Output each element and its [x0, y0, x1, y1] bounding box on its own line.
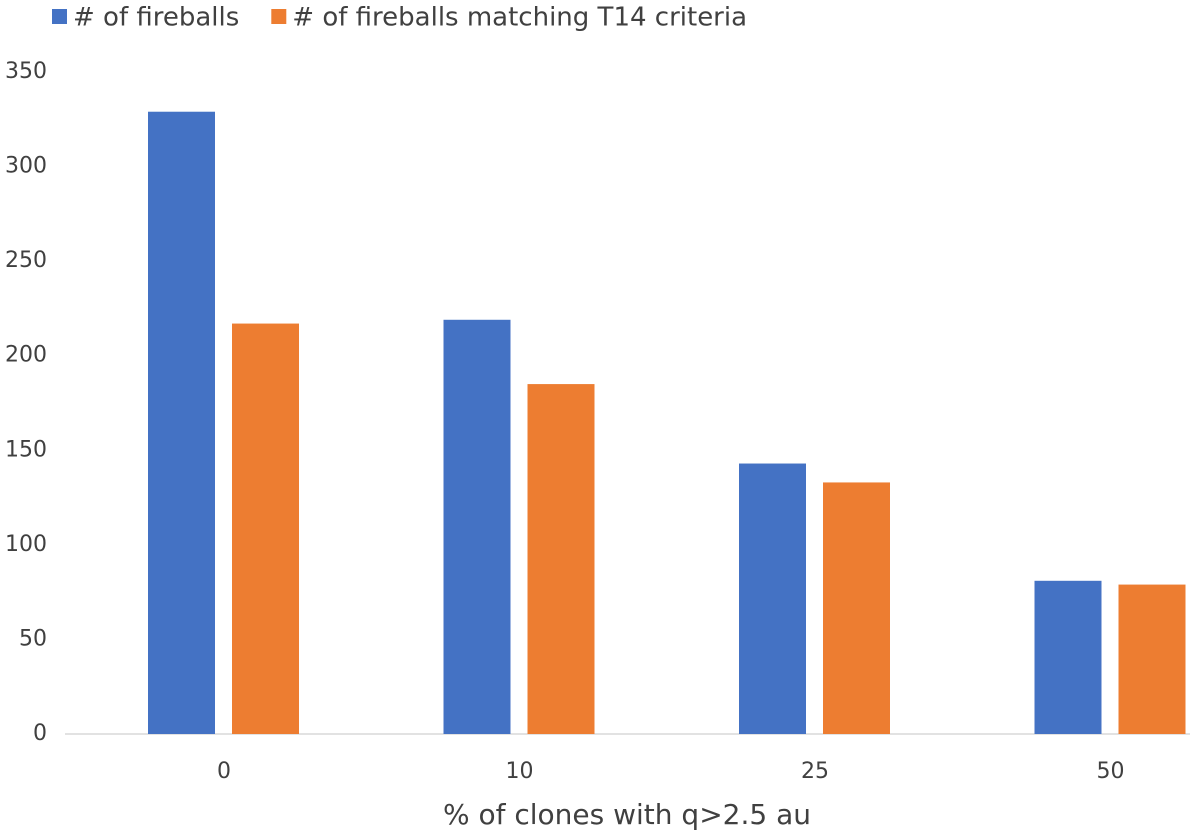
bar — [148, 111, 215, 735]
y-tick-label: 200 — [5, 343, 47, 368]
y-tick-label: 250 — [5, 248, 47, 273]
x-tick-label: 0 — [217, 759, 231, 784]
bar — [443, 319, 511, 734]
y-tick-label: 0 — [33, 721, 47, 746]
y-tick-label: 100 — [5, 532, 47, 557]
y-tick-label: 50 — [19, 626, 47, 651]
y-tick-label: 150 — [5, 437, 47, 462]
y-tick-label: 350 — [5, 59, 47, 84]
bar — [1118, 584, 1186, 734]
legend-swatch — [52, 9, 67, 24]
x-tick-label: 10 — [506, 759, 534, 784]
bar — [1034, 580, 1102, 734]
bar — [739, 463, 806, 734]
x-tick-label: 25 — [801, 759, 829, 784]
bar — [823, 482, 890, 734]
bar — [527, 384, 595, 734]
bar — [232, 323, 299, 734]
y-tick-label: 300 — [5, 154, 47, 179]
x-axis-label: % of clones with q>2.5 au — [443, 798, 811, 831]
legend-label: # of fireballs matching T14 criteria — [292, 3, 747, 33]
x-tick-label: 50 — [1097, 759, 1125, 784]
legend-label: # of fireballs — [73, 3, 239, 33]
legend-swatch — [271, 9, 287, 24]
